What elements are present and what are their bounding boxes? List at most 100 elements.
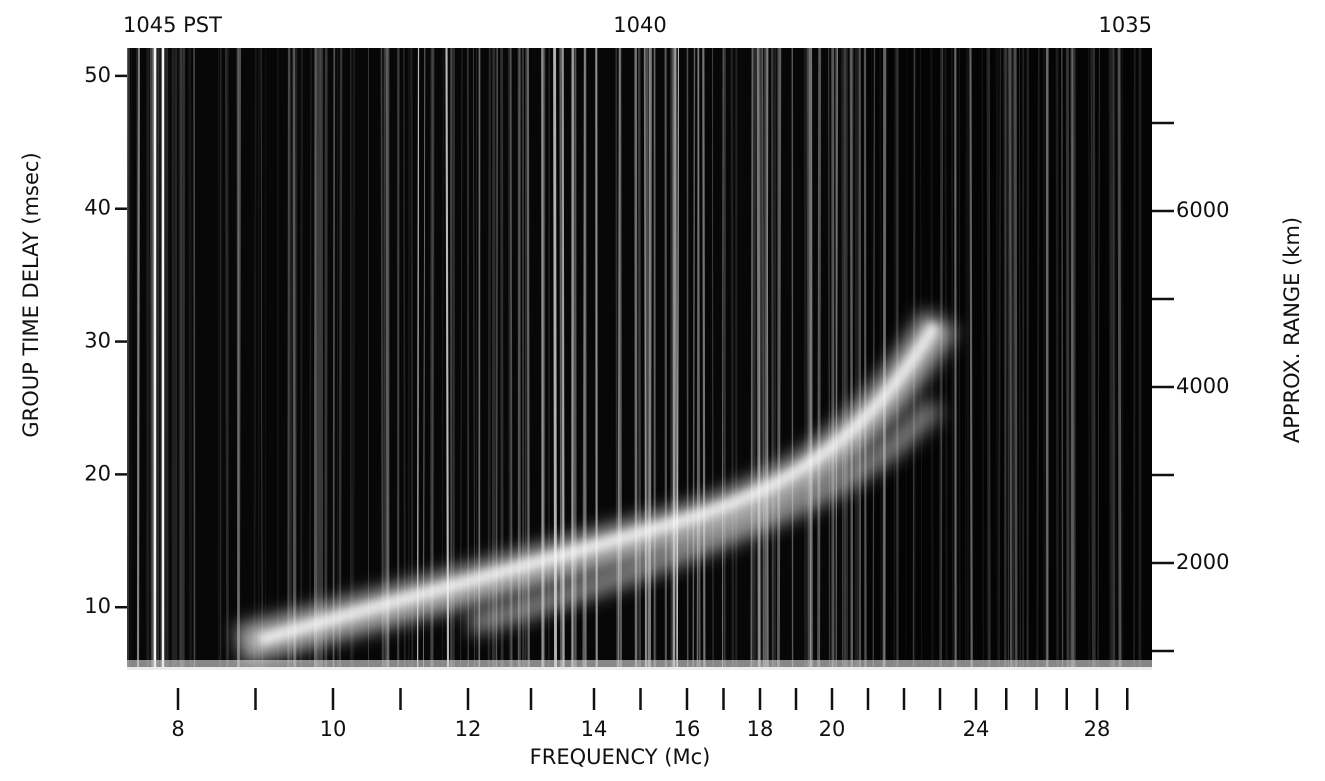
streak [752,48,756,667]
x-tick-label: 14 [581,717,608,741]
streak [672,48,677,667]
streak [810,48,813,667]
top-label: 1035 [1099,13,1152,37]
streak [127,48,130,667]
streak [939,48,943,667]
echo-trace [258,321,941,646]
streak [460,48,463,667]
streak [445,48,450,667]
streak [253,48,257,667]
x-tick-label: 24 [963,717,990,741]
y-tick-label: 10 [84,594,111,618]
streak [1108,48,1113,667]
streak [965,48,967,667]
x-tick-label: 18 [747,717,774,741]
streak [136,48,140,667]
streak [761,48,765,667]
streak [872,48,876,667]
streak [260,48,263,667]
streak [317,48,321,667]
streak [380,48,384,667]
streak [410,48,414,667]
streak [1006,48,1008,667]
streak [1014,48,1018,667]
streak [879,48,882,667]
streak [981,48,985,667]
streak [831,48,834,667]
streak [431,48,435,667]
streak [1036,48,1040,667]
y2-tick-label: 2000 [1176,550,1229,574]
streak [1090,48,1094,667]
top-label: 1040 [613,13,666,37]
streak [818,48,821,667]
streak [1066,48,1070,667]
streak [841,48,843,667]
streak [730,48,735,667]
streak [1092,48,1096,667]
top-label: 1045 PST [123,13,222,37]
streak [338,48,343,667]
streak [618,48,623,667]
streak [159,48,164,667]
streak [863,48,867,667]
streak [1117,48,1122,667]
y2-tick-label: 4000 [1176,374,1229,398]
streak [287,48,290,667]
y-axis-label: GROUP TIME DELAY (msec) [19,152,43,437]
streak [756,48,761,667]
streak [1073,48,1077,667]
streak [882,48,887,667]
streak [1055,48,1059,667]
streak [1061,48,1064,667]
streak [995,48,1000,667]
y-tick-label: 30 [84,329,111,353]
streak [750,48,754,667]
streak [149,48,153,667]
streak [1003,48,1007,667]
streak [809,48,812,667]
streak [850,48,853,667]
streak [417,48,420,667]
y2-axis-label: APPROX. RANGE (km) [1280,217,1304,443]
streak [615,48,618,667]
streak [315,48,318,667]
streak [1114,48,1117,667]
streak [1070,48,1075,667]
streak [1019,48,1021,667]
streak [127,48,128,645]
x-tick-label: 12 [455,717,482,741]
streak [1043,48,1047,667]
streak [237,48,242,667]
streak [1097,48,1100,667]
streak [944,48,948,667]
streak [423,48,426,667]
echo-trace [467,398,943,635]
streak [955,48,958,667]
y-tick-label: 20 [84,461,111,485]
streak [224,48,229,667]
streak [295,48,298,667]
streak [692,48,696,667]
streak [871,48,874,667]
y-tick-label: 50 [84,63,111,87]
y-tick-label: 40 [84,196,111,220]
streak [1069,48,1072,667]
streak [300,48,303,667]
streak [155,48,158,667]
streak [188,48,193,667]
streak [834,48,837,667]
streak [958,48,961,667]
streak [722,48,724,667]
echo-traces [235,310,957,664]
streak [1073,48,1076,667]
streak [473,48,476,667]
streak [712,48,714,667]
streak [702,48,706,667]
x-tick-label: 16 [674,717,701,741]
film-edge [127,660,1152,670]
streak [289,48,292,667]
y2-tick-label: 6000 [1176,198,1229,222]
streak [857,48,860,667]
